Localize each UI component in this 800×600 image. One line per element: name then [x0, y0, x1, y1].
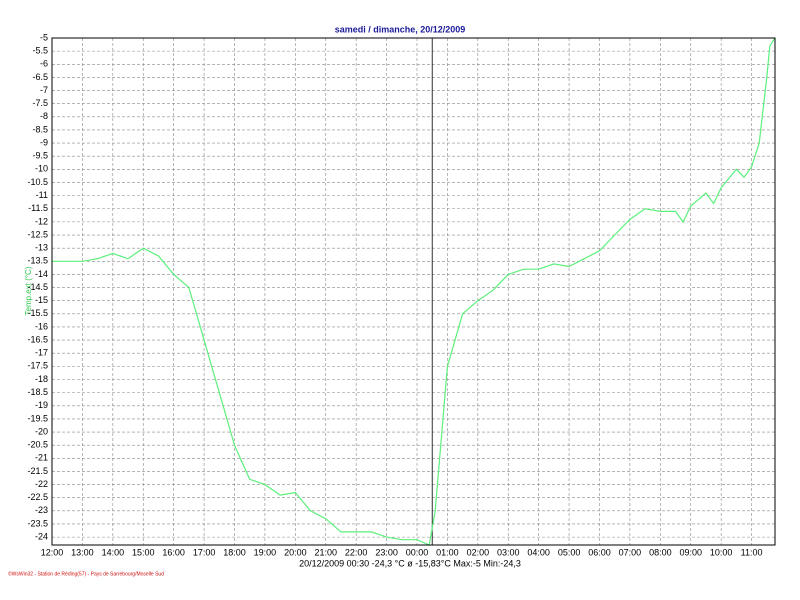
y-tick-label: -9 [40, 137, 48, 147]
status-text: 20/12/2009 00:30 -24,3 °C ø -15,83°C Max… [299, 558, 521, 568]
y-tick-label: -10 [35, 164, 48, 174]
y-tick-label: -23.5 [27, 518, 48, 528]
x-tick-label: 23:00 [375, 547, 398, 557]
y-tick-label: -16.5 [27, 334, 48, 344]
y-tick-label: -18 [35, 374, 48, 384]
y-tick-label: -24 [35, 531, 48, 541]
x-tick-label: 11:00 [741, 547, 763, 557]
y-tick-label: -5.5 [32, 46, 48, 56]
y-tick-label: -6.5 [32, 72, 48, 82]
y-tick-label: -12.5 [27, 229, 48, 239]
data-line [52, 37, 776, 546]
x-tick-label: 20:00 [284, 547, 307, 557]
y-tick-label: -15 [35, 295, 48, 305]
marks [52, 37, 776, 546]
y-tick-label: -7 [40, 85, 48, 95]
y-tick-label: -8.5 [32, 124, 48, 134]
x-tick-label: 09:00 [679, 547, 702, 557]
x-tick-label: 01:00 [436, 547, 459, 557]
x-tick-label: 00:00 [406, 547, 429, 557]
y-tick-label: -11.5 [28, 203, 48, 213]
y-tick-label: -14.5 [27, 282, 48, 292]
y-tick-label: -20 [35, 426, 48, 436]
x-tick-label: 05:00 [558, 547, 581, 557]
y-tick-label: -19 [35, 400, 48, 410]
x-tick-label: 22:00 [345, 547, 368, 557]
y-tick-label: -16 [35, 321, 48, 331]
grid [51, 37, 775, 545]
y-tick-label: -22 [35, 479, 48, 489]
x-tick-label: 06:00 [588, 547, 611, 557]
y-tick-label: -17 [35, 348, 48, 358]
y-tick-label: -23 [35, 505, 48, 515]
y-tick-label: -9.5 [32, 151, 48, 161]
y-tick-label: -13 [35, 243, 48, 253]
y-tick-label: -17.5 [27, 361, 48, 371]
y-tick-label: -22.5 [27, 492, 48, 502]
x-tick-label: 04:00 [527, 547, 550, 557]
x-tick-label: 18:00 [223, 547, 246, 557]
x-tick-label: 03:00 [497, 547, 520, 557]
x-tick-label: 13:00 [71, 547, 94, 557]
y-tick-label: -7.5 [32, 98, 48, 108]
x-tick-label: 02:00 [467, 547, 490, 557]
y-tick-label: -14 [35, 269, 48, 279]
x-tick-label: 21:00 [314, 547, 337, 557]
y-tick-label: -13.5 [27, 256, 48, 266]
x-tick-label: 08:00 [649, 547, 672, 557]
y-tick-label: -5 [40, 32, 48, 42]
y-tick-label: -21 [35, 453, 48, 463]
x-tick-label: 17:00 [193, 547, 216, 557]
x-tick-label: 12:00 [41, 547, 64, 557]
x-tick-label: 16:00 [162, 547, 185, 557]
plot-frame [51, 37, 776, 546]
y-tick-label: -11 [36, 190, 48, 200]
x-tick-label: 19:00 [254, 547, 277, 557]
y-tick-label: -15.5 [27, 308, 48, 318]
chart-title: samedi / dimanche, 20/12/2009 [335, 24, 466, 34]
y-tick-label: -10.5 [27, 177, 48, 187]
y-tick-label: -19.5 [27, 413, 48, 423]
y-tick-label: -21.5 [27, 466, 48, 476]
x-tick-label: 15:00 [132, 547, 155, 557]
y-tick-label: -8 [40, 111, 48, 121]
x-tick-label: 14:00 [102, 547, 125, 557]
footer: ©WsWin32 - Station de Réding(57) - Pays … [8, 570, 164, 577]
y-tick-label: -12 [35, 216, 48, 226]
x-tick-label: 07:00 [619, 547, 642, 557]
y-tick-label: -18.5 [27, 387, 48, 397]
y-axis-label: Temp.ext (°C) [24, 266, 33, 315]
y-tick-label: -20.5 [27, 440, 48, 450]
y-tick-label: -6 [40, 59, 48, 69]
x-tick-label: 10:00 [710, 547, 733, 557]
